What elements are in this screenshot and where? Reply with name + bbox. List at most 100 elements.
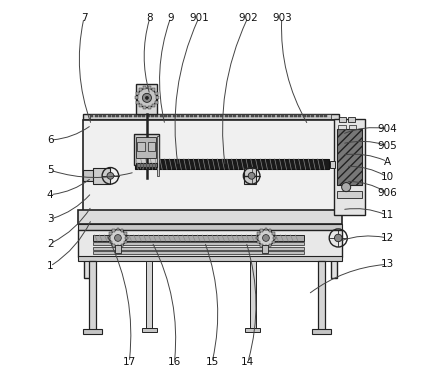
Bar (272, 241, 275, 243)
Bar (137, 142, 145, 151)
Bar (199, 115, 202, 117)
Bar (93, 251, 304, 254)
Text: 11: 11 (381, 211, 394, 220)
Bar (257, 232, 260, 235)
Bar (337, 129, 362, 185)
Bar (339, 117, 346, 122)
Bar (272, 232, 275, 235)
Bar (136, 137, 156, 158)
Bar (164, 115, 167, 117)
Bar (138, 115, 141, 117)
Bar (246, 115, 249, 117)
Bar (89, 115, 331, 119)
Bar (250, 260, 256, 328)
Bar (331, 116, 338, 277)
Text: 901: 901 (189, 12, 209, 23)
Bar (152, 88, 155, 91)
Bar (78, 230, 342, 257)
Circle shape (334, 234, 342, 242)
Bar (129, 115, 132, 117)
Text: 903: 903 (272, 12, 291, 23)
Bar (78, 210, 342, 224)
Bar (83, 170, 94, 181)
Bar (108, 237, 110, 239)
Bar (124, 241, 127, 243)
Bar (330, 161, 335, 167)
Bar (142, 115, 145, 117)
Text: 906: 906 (377, 188, 397, 198)
Bar (143, 87, 146, 90)
Bar (136, 163, 157, 167)
Bar (238, 115, 241, 117)
Bar (273, 237, 276, 239)
Bar (78, 224, 342, 230)
Bar (151, 115, 154, 117)
Bar (255, 115, 258, 117)
Bar (113, 229, 115, 232)
Bar (121, 244, 124, 246)
Bar (338, 125, 346, 130)
Bar (83, 329, 102, 335)
Bar (108, 115, 111, 117)
Bar (318, 260, 325, 330)
Text: 12: 12 (381, 233, 394, 243)
Circle shape (110, 230, 126, 246)
Bar (155, 101, 158, 104)
Bar (155, 96, 159, 99)
Bar (268, 115, 271, 117)
Bar (168, 115, 171, 117)
Bar (139, 88, 142, 91)
Circle shape (115, 235, 121, 241)
Bar (148, 87, 151, 90)
Bar (84, 116, 91, 277)
Bar (290, 115, 293, 117)
Bar (334, 119, 365, 215)
Bar (155, 115, 159, 117)
Text: 902: 902 (238, 12, 258, 23)
Bar (136, 101, 139, 104)
Text: 2: 2 (47, 239, 54, 249)
Bar (307, 115, 310, 117)
Text: 904: 904 (377, 124, 397, 134)
Text: 16: 16 (168, 357, 181, 367)
Bar (194, 115, 198, 117)
Circle shape (258, 230, 274, 246)
Bar (134, 115, 137, 117)
Bar (90, 115, 93, 117)
Bar (260, 229, 263, 232)
Bar (225, 115, 228, 117)
Bar (160, 115, 163, 117)
Text: 8: 8 (147, 12, 153, 23)
Bar (121, 229, 124, 232)
Bar (78, 256, 342, 260)
Bar (233, 115, 237, 117)
Text: 5: 5 (47, 165, 54, 175)
Text: 17: 17 (123, 357, 136, 367)
Bar (298, 115, 301, 117)
Text: 7: 7 (81, 12, 87, 23)
Bar (173, 115, 176, 117)
Bar (216, 115, 219, 117)
Bar (190, 115, 193, 117)
Text: 905: 905 (377, 141, 397, 151)
Bar (269, 229, 272, 232)
Bar (103, 115, 106, 117)
Bar (139, 104, 142, 107)
Bar (117, 115, 120, 117)
Bar (220, 115, 223, 117)
Bar (269, 244, 272, 246)
Bar (146, 260, 152, 328)
Bar (109, 241, 112, 243)
Bar (251, 115, 254, 117)
Bar (115, 245, 121, 253)
Bar (143, 106, 146, 109)
Bar (324, 115, 327, 117)
Text: 1: 1 (47, 261, 54, 271)
Bar (93, 247, 304, 250)
Text: 9: 9 (167, 12, 174, 23)
Circle shape (142, 93, 152, 102)
Bar (203, 115, 206, 117)
Bar (207, 115, 210, 117)
Bar (121, 115, 124, 117)
Bar (95, 115, 98, 117)
